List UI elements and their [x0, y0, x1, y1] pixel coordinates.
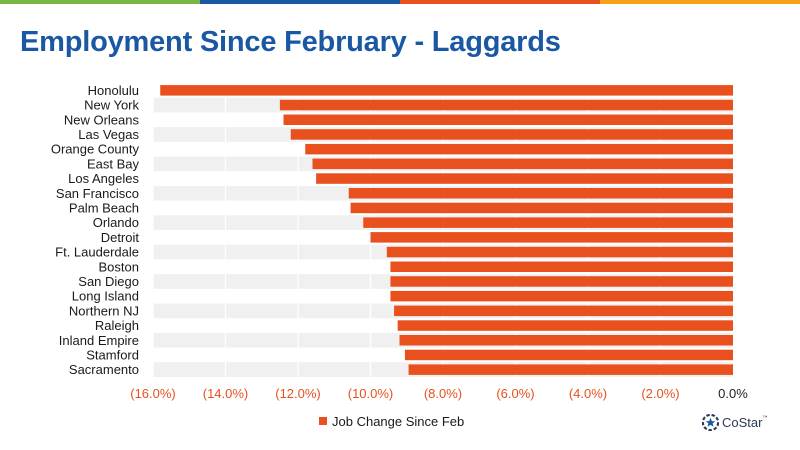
bar: [404, 349, 733, 361]
slide-title: Employment Since February - Laggards: [20, 26, 561, 58]
category-label: San Francisco: [56, 186, 139, 201]
category-label: Detroit: [101, 230, 140, 245]
category-label: Orange County: [51, 142, 140, 157]
category-label: East Bay: [87, 156, 140, 171]
category-label: Las Vegas: [78, 127, 139, 142]
x-tick-label: 0.0%: [718, 386, 748, 401]
bar: [348, 188, 733, 199]
bar: [350, 202, 733, 214]
bar: [363, 217, 733, 228]
category-label: Boston: [99, 259, 139, 274]
legend-swatch: [319, 417, 327, 425]
category-label: New York: [84, 98, 139, 113]
bar: [394, 305, 733, 317]
bar: [370, 232, 733, 243]
category-label: Honolulu: [88, 83, 139, 98]
costar-logo-text: CoStar™: [722, 415, 768, 430]
bar: [316, 173, 733, 184]
bar: [399, 335, 733, 346]
bar: [305, 143, 733, 155]
brand-bar-yellow: [600, 0, 800, 4]
brand-bar-orange: [400, 0, 600, 4]
category-label: Long Island: [72, 289, 139, 304]
bar: [283, 114, 733, 125]
x-tick-label: (4.0%): [569, 386, 607, 401]
costar-star-icon: [702, 414, 719, 431]
bar: [290, 129, 733, 140]
x-tick-label: (8.0%): [424, 386, 462, 401]
category-label: Sacramento: [69, 362, 139, 377]
category-label: Stamford: [86, 347, 139, 362]
brand-bar-green: [0, 0, 200, 4]
x-tick-label: (14.0%): [203, 386, 249, 401]
x-tick-label: (2.0%): [641, 386, 679, 401]
x-tick-label: (12.0%): [275, 386, 321, 401]
brand-color-bar: [0, 0, 800, 4]
bar: [312, 158, 733, 170]
category-label: Ft. Lauderdale: [55, 245, 139, 260]
bar: [279, 99, 733, 111]
bar: [386, 246, 733, 258]
bar: [160, 85, 733, 96]
category-label: Orlando: [93, 215, 139, 230]
category-label: New Orleans: [64, 112, 140, 127]
bar: [390, 290, 733, 302]
x-tick-label: (16.0%): [130, 386, 176, 401]
x-tick-label: (6.0%): [496, 386, 534, 401]
bar: [390, 261, 733, 272]
category-label: Los Angeles: [68, 171, 139, 186]
category-label: Palm Beach: [69, 200, 139, 215]
category-label: Raleigh: [95, 318, 139, 333]
bar: [397, 320, 733, 331]
legend-label: Job Change Since Feb: [332, 414, 464, 429]
bar: [390, 276, 733, 287]
category-label: Northern NJ: [69, 303, 139, 318]
costar-logo: CoStar™: [702, 414, 767, 431]
category-label: San Diego: [78, 274, 139, 289]
brand-bar-blue: [200, 0, 400, 4]
category-label: Inland Empire: [59, 333, 139, 348]
x-tick-label: (10.0%): [348, 386, 394, 401]
bar: [408, 364, 733, 375]
